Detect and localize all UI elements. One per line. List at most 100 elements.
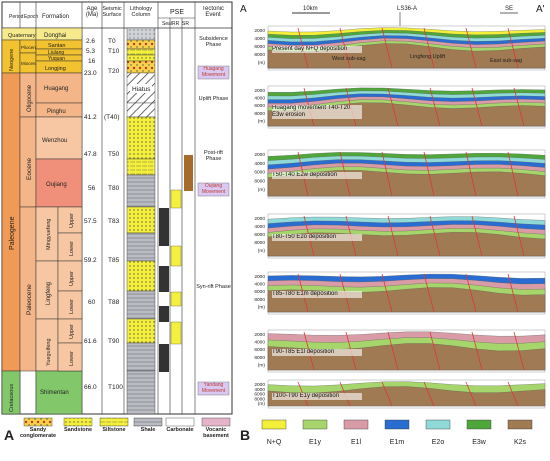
formation-longjing: Longjing <box>45 66 66 72</box>
event-oujiang: Oujiang Movement <box>201 183 226 195</box>
fault-line <box>423 27 435 69</box>
depth-tick: 8000 <box>254 52 265 58</box>
age-12: 66.0 <box>84 384 97 391</box>
surface-t85: T85 <box>108 257 120 264</box>
section-3: 2000 4000 6000 8000 (m) T50-T40 E2w depositio… <box>254 149 546 199</box>
epoch-miocene: Miocene <box>21 61 39 66</box>
event-uplift: Uplift Phase <box>198 96 229 102</box>
lithology-legend: Sandy conglomerate Sandstone Siltstone S… <box>20 417 231 439</box>
epoch-oligocene: Oligocene <box>27 84 33 112</box>
event-subsidence: Subsidence Phase <box>199 36 228 48</box>
formation-yueguifeng: Yueguifeng <box>46 338 52 366</box>
depth-tick: 4000 <box>254 282 265 288</box>
legend-swatch-e2o <box>425 419 451 430</box>
event-huagang: Huagang Movement <box>201 66 226 78</box>
panel-a-label: A <box>4 427 14 443</box>
fault-line <box>429 215 441 257</box>
legend-swatch-e3w <box>466 419 492 430</box>
fault-line <box>471 87 483 127</box>
sub-epoch-upper-1: Upper <box>69 213 75 228</box>
header-age: Age (Ma) <box>85 6 99 18</box>
corner-a-prime: A' <box>536 4 545 15</box>
age-3: 16 <box>88 58 96 65</box>
legend-label-e3w: E3w <box>472 439 487 446</box>
age-7: 56 <box>88 185 96 192</box>
period-cretaceous <box>1 370 21 415</box>
sub-epoch-lower-1: Lower <box>69 241 75 256</box>
surface-t50: T50 <box>108 151 120 158</box>
section-caption: T85-T80 E1m deposition <box>272 290 362 298</box>
depth-tick: 4000 <box>254 36 265 42</box>
fault-line <box>423 151 435 197</box>
legend-shale: Shale <box>140 427 156 433</box>
header-pse: PSE <box>170 9 184 16</box>
fault-line <box>387 215 399 257</box>
depth-tick: 8000 <box>254 111 265 117</box>
fault-line <box>507 381 519 407</box>
depth-tick: 6000 <box>254 347 265 353</box>
fault-line <box>465 273 477 313</box>
depth-tick: 8000 <box>254 178 265 184</box>
header-sr: SR <box>182 21 189 27</box>
legend-swatch-e1y <box>302 419 328 430</box>
surface-t0: T0 <box>108 38 116 45</box>
panel-b-label: B <box>240 427 250 443</box>
fault-line <box>471 215 483 257</box>
formation-mingyuefeng: Mingyuefeng <box>46 219 52 251</box>
fault-line <box>381 381 393 407</box>
formation-lingfeng: Lingfeng <box>46 282 52 305</box>
sub-epoch-upper-3: Upper <box>69 324 75 339</box>
formation-shimentan: Shimentan <box>40 390 69 396</box>
panel-b: A A' 10km LS36-A SE 2000400060008000(m)P… <box>240 4 546 446</box>
header-formation: Formation <box>42 14 69 20</box>
hiatus-label: Hiatus <box>132 86 151 93</box>
pse-blocks <box>159 155 193 372</box>
depth-tick: 2000 <box>254 88 265 94</box>
section-1: 2000 4000 6000 8000 (m) Present day N+Q depos… <box>254 25 546 71</box>
formation-santan: Santan <box>48 43 65 49</box>
age-5: 41.2 <box>84 114 97 121</box>
depth-tick: (m) <box>258 304 266 310</box>
depth-tick: 8000 <box>254 396 265 402</box>
age-6: 47.8 <box>84 151 97 158</box>
header-lithology: Lithology Column <box>129 6 153 18</box>
fault-line <box>507 273 519 313</box>
fault-line <box>507 151 519 197</box>
surface-t80: T80 <box>108 185 120 192</box>
legend-carbonate: Carbonate <box>166 427 194 433</box>
sub-epoch-upper-2: Upper <box>69 271 75 286</box>
depth-tick: 8000 <box>254 297 265 303</box>
formation-oujiang: Oujiang <box>46 182 67 188</box>
legend-sandstone: Sandstone <box>63 427 93 433</box>
surface-t20: T20 <box>108 68 120 75</box>
period-paleogene-label: Paleogene <box>9 216 16 250</box>
header-seal: Seal <box>162 21 172 27</box>
period-neogene-label: Neogene <box>9 49 15 71</box>
surface-t90: T90 <box>108 338 120 345</box>
epoch-pliocene: Pliocene <box>21 45 39 50</box>
fault-line <box>429 87 441 127</box>
depth-tick: 2000 <box>254 274 265 280</box>
sub-epoch-lower-2: Lower <box>69 299 75 314</box>
direction-label: SE <box>505 6 513 12</box>
depth-tick: 4000 <box>254 96 265 102</box>
section-caption: Present day N+Q deposition <box>272 45 362 53</box>
fault-line <box>423 381 435 407</box>
legend-swatch-nq <box>261 419 287 430</box>
depth-tick: (m) <box>258 248 266 254</box>
surface-t88: T88 <box>108 299 120 306</box>
depth-tick: 6000 <box>254 44 265 50</box>
age-2: 5.3 <box>86 48 95 55</box>
header-period: Period <box>9 14 24 20</box>
depth-tick: (m) <box>258 118 266 124</box>
fault-line <box>381 151 393 197</box>
depth-tick: 2000 <box>254 152 265 158</box>
section-caption: T50-T40 E2w deposition <box>272 171 362 179</box>
surface-t100: T100 <box>108 384 123 391</box>
depth-tick: (m) <box>258 187 266 193</box>
